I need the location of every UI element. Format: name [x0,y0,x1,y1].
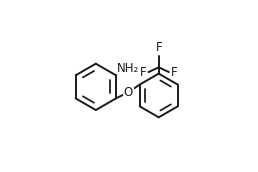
Text: F: F [140,66,147,79]
Text: NH₂: NH₂ [117,62,139,75]
Text: F: F [171,66,178,79]
Text: O: O [124,86,133,99]
Text: F: F [155,41,162,54]
